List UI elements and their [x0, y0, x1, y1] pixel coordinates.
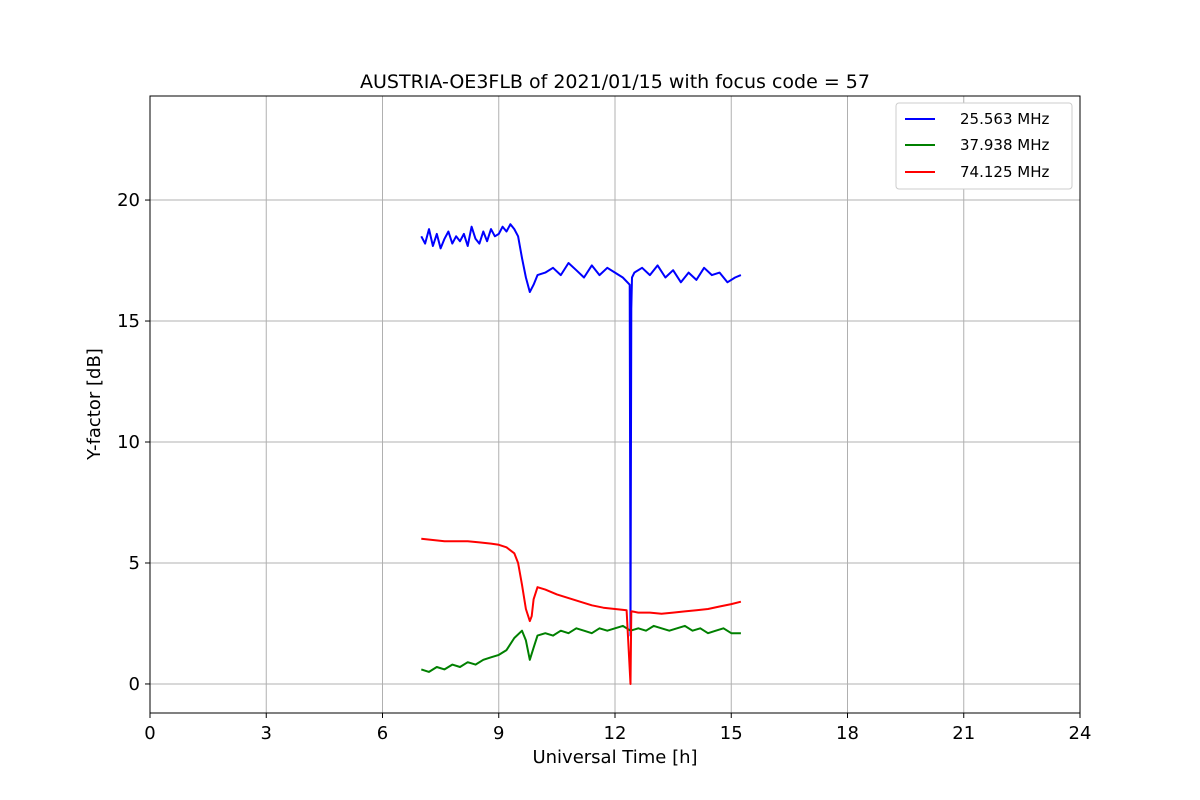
tick-layer: 0 3 6 9 12 15 18 21 24 0 5 10 15 20	[117, 190, 1091, 744]
x-tick-label-6: 18	[836, 723, 859, 744]
x-tick-label-3: 9	[493, 723, 504, 744]
x-tick-label-7: 21	[952, 723, 975, 744]
x-tick-label-4: 12	[604, 723, 627, 744]
y-tick-label-2: 10	[117, 432, 140, 453]
y-tick-label-3: 15	[117, 311, 140, 332]
chart-title: AUSTRIA-OE3FLB of 2021/01/15 with focus …	[360, 71, 870, 93]
legend-box	[895, 102, 1073, 190]
x-tick-label-1: 3	[261, 723, 272, 744]
y-tick-label-1: 5	[129, 553, 140, 574]
legend: 25.563 MHz 37.938 MHz 74.125 MHz	[895, 102, 1073, 190]
y-tick-label-4: 20	[117, 190, 140, 211]
x-tick-label-2: 6	[377, 723, 388, 744]
x-tick-label-5: 15	[720, 723, 743, 744]
series-line-2	[421, 537, 742, 685]
legend-entry-0: 25.563 MHz	[960, 110, 1049, 128]
series-layer	[420, 223, 742, 685]
x-tick-label-0: 0	[144, 723, 155, 744]
legend-entry-2: 74.125 MHz	[960, 163, 1049, 181]
series-line-0	[420, 223, 742, 637]
x-tick-label-8: 24	[1069, 723, 1092, 744]
y-tick-label-0: 0	[129, 674, 140, 695]
x-axis-label: Universal Time [h]	[532, 747, 697, 768]
y-axis-label: Y-factor [dB]	[84, 348, 105, 461]
legend-entry-1: 37.938 MHz	[960, 136, 1049, 154]
series-line-1	[420, 624, 741, 673]
